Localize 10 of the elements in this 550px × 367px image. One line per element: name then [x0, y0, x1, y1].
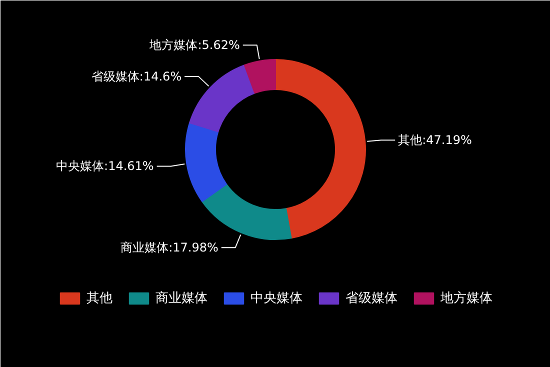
data-label: 省级媒体:14.6%: [91, 70, 182, 84]
legend-label: 商业媒体: [156, 290, 208, 307]
data-label: 中央媒体:14.61%: [56, 159, 154, 174]
data-label: 其他:47.19%: [398, 133, 472, 148]
data-label: 地方媒体:5.62%: [148, 38, 240, 52]
legend-label: 地方媒体: [440, 290, 492, 307]
legend-label: 其他: [86, 290, 112, 307]
data-label: 商业媒体:17.98%: [120, 240, 218, 255]
legend-label: 省级媒体: [346, 290, 398, 307]
legend-label: 中央媒体: [250, 290, 302, 307]
